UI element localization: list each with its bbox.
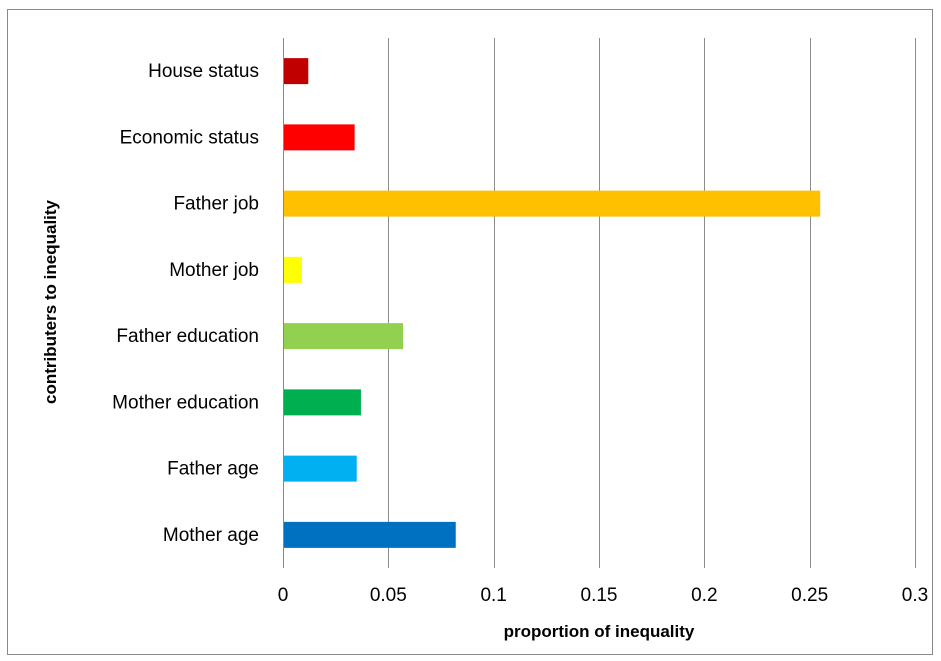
bar-mother-job: [284, 256, 302, 283]
x-tick-labels: 0 0.05 0.1 0.15 0.2 0.25 0.3: [278, 585, 929, 606]
y-axis-title: contributers to inequality: [41, 199, 60, 404]
x-tick-label: 0: [278, 585, 289, 606]
gridlines: [283, 38, 916, 568]
x-axis-title: proportion of inequality: [504, 622, 695, 641]
bar-father-job: [284, 190, 821, 217]
category-label: Father education: [116, 326, 259, 347]
bar-mother-age: [284, 521, 456, 548]
category-label: House status: [148, 61, 259, 82]
x-tick-label: 0.25: [791, 585, 828, 606]
chart-frame: [7, 9, 933, 655]
bar-economic-status: [284, 124, 355, 151]
category-label: Mother age: [163, 525, 259, 546]
x-tick-label: 0.2: [691, 585, 717, 606]
x-tick-label: 0.05: [370, 585, 407, 606]
bar-father-age: [284, 455, 357, 482]
bar-house-status: [284, 58, 309, 85]
category-label: Economic status: [120, 127, 259, 148]
x-tick-label: 0.15: [581, 585, 618, 606]
category-label: Mother education: [112, 392, 259, 413]
category-label: Father age: [167, 459, 259, 480]
category-label: Mother job: [169, 260, 259, 281]
bars: [284, 58, 821, 548]
x-tick-label: 0.1: [480, 585, 506, 606]
category-label: Father job: [173, 194, 259, 215]
x-tick-label: 0.3: [902, 585, 928, 606]
bar-mother-education: [284, 389, 361, 416]
bar-father-education: [284, 323, 404, 350]
category-labels: House status Economic status Father job Mot…: [112, 61, 259, 546]
